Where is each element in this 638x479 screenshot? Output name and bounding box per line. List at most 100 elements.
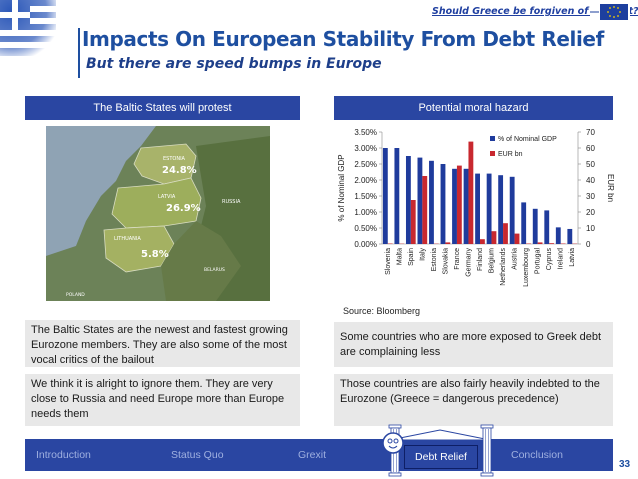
baltic-map: ESTONIA 24.8% LATVIA 26.9% LITHUANIA 5.8… xyxy=(46,126,270,301)
category-label: Malta xyxy=(396,248,403,265)
category-label: Spain xyxy=(408,248,415,266)
left-tick-label: 1.50% xyxy=(354,192,377,201)
legend-swatch-eur xyxy=(490,151,495,156)
temple-roof-icon xyxy=(389,429,491,441)
bar-eur xyxy=(410,200,416,244)
bar-eur xyxy=(503,223,508,244)
right-tick-label: 70 xyxy=(586,128,595,137)
bar-gdp xyxy=(429,160,434,244)
eu-flag-icon xyxy=(590,3,630,21)
bar-gdp xyxy=(475,173,480,244)
page-number: 33 xyxy=(619,459,631,470)
bar-gdp xyxy=(567,228,573,244)
category-label: Luxembourg xyxy=(523,248,530,287)
legend-label-gdp: % of Nominal GDP xyxy=(498,136,557,143)
bar-eur xyxy=(480,239,485,244)
bar-gdp xyxy=(486,173,492,244)
category-label: Slovenia xyxy=(385,248,392,275)
hazard-text-2: Those countries are also fairly heavily … xyxy=(334,374,613,426)
right-tick-label: 0 xyxy=(586,240,591,249)
right-panel-header: Potential moral hazard xyxy=(334,96,613,120)
right-tick-label: 60 xyxy=(586,144,595,153)
baltic-text-1: The Baltic States are the newest and fas… xyxy=(25,320,300,367)
bar-gdp xyxy=(382,148,388,244)
nav-item-conclusion[interactable]: Conclusion xyxy=(511,449,563,461)
category-label: Latvia xyxy=(569,248,576,267)
left-axis-title: % of Nominal GDP xyxy=(337,154,346,221)
greek-flag-icon xyxy=(0,0,56,56)
category-label: Cyprus xyxy=(546,248,553,271)
map-label-latvia: LATVIA xyxy=(158,194,176,200)
baltic-text-2: We think it is alright to ignore them. T… xyxy=(25,374,300,426)
moral-hazard-chart: 0.00% 0.50% 1.00% 1.50% 2.00% 2.50% 3.00% 3.50%… xyxy=(332,118,618,310)
bar-eur xyxy=(549,243,555,244)
bar-gdp xyxy=(521,202,527,244)
bar-eur xyxy=(445,242,451,244)
category-label: France xyxy=(454,248,461,270)
category-label: Italy xyxy=(419,248,426,261)
category-label: Austria xyxy=(512,248,519,270)
bar-gdp xyxy=(440,164,446,244)
page-title: Impacts On European Stability From Debt … xyxy=(82,27,604,51)
header-tagline: Should Greece be forgiven of its debt? xyxy=(432,6,638,17)
map-label-poland: POLAND xyxy=(66,292,85,298)
bar-gdp xyxy=(417,157,423,244)
pillar-right-icon xyxy=(480,424,494,477)
map-label-estonia: ESTONIA xyxy=(163,156,186,162)
nav-item-debt-relief[interactable]: Debt Relief xyxy=(404,445,478,469)
bar-eur xyxy=(537,242,543,244)
owl-coin-icon xyxy=(382,432,404,454)
bar-eur xyxy=(468,141,474,244)
right-tick-label: 50 xyxy=(586,160,595,169)
bar-eur xyxy=(514,233,520,244)
map-value-estonia: 24.8% xyxy=(162,165,197,176)
page-subtitle: But there are speed bumps in Europe xyxy=(86,56,382,72)
left-panel-header: The Baltic States will protest xyxy=(25,96,300,120)
right-tick-label: 40 xyxy=(586,176,595,185)
nav-bar xyxy=(25,439,613,471)
bar-eur xyxy=(422,176,428,244)
nav-item-status-quo[interactable]: Status Quo xyxy=(171,449,224,461)
bar-gdp xyxy=(405,156,411,244)
category-label: Slovakia xyxy=(442,248,449,275)
category-label: Finland xyxy=(477,248,484,271)
bottom-nav: Introduction Status Quo Grexit Debt Reli… xyxy=(0,435,638,479)
legend-swatch-gdp xyxy=(490,136,495,141)
map-label-belarus: BELARUS xyxy=(204,267,225,273)
category-label: Portugal xyxy=(535,248,542,275)
title-rule xyxy=(78,28,80,78)
belarus-region xyxy=(161,221,241,301)
bar-gdp xyxy=(555,227,561,244)
map-value-latvia: 26.9% xyxy=(166,203,201,214)
category-label: Netherlands xyxy=(500,248,507,286)
left-tick-label: 1.00% xyxy=(354,208,377,217)
category-label: Ireland xyxy=(558,248,565,270)
chart-canvas: 0.00% 0.50% 1.00% 1.50% 2.00% 2.50% 3.00% 3.50%… xyxy=(337,128,615,287)
category-label: Germany xyxy=(465,248,472,277)
hazard-text-1: Some countries who are more exposed to G… xyxy=(334,322,613,367)
bar-gdp xyxy=(452,168,457,244)
map-label-lithuania: LITHUANIA xyxy=(114,236,141,242)
right-tick-label: 10 xyxy=(586,224,595,233)
bar-eur xyxy=(491,231,497,244)
category-label: Estonia xyxy=(431,248,438,271)
legend-label-eur: EUR bn xyxy=(498,151,523,158)
left-tick-label: 2.50% xyxy=(354,160,377,169)
nav-item-introduction[interactable]: Introduction xyxy=(36,449,91,461)
map-label-russia: RUSSIA xyxy=(222,199,241,205)
bar-eur xyxy=(456,165,462,244)
nav-item-grexit[interactable]: Grexit xyxy=(298,449,327,461)
bar-gdp xyxy=(498,175,504,244)
chart-source: Source: Bloomberg xyxy=(343,306,421,316)
left-tick-label: 3.00% xyxy=(354,144,377,153)
left-tick-label: 0.00% xyxy=(354,240,377,249)
bar-gdp xyxy=(509,176,515,244)
category-label: Belgium xyxy=(489,248,496,273)
left-tick-label: 2.00% xyxy=(354,176,377,185)
right-tick-label: 20 xyxy=(586,208,595,217)
left-tick-label: 3.50% xyxy=(354,128,377,137)
bar-gdp xyxy=(532,208,538,244)
bar-gdp xyxy=(544,210,550,244)
right-axis-title: EUR bn xyxy=(606,174,615,202)
right-tick-label: 30 xyxy=(586,192,595,201)
